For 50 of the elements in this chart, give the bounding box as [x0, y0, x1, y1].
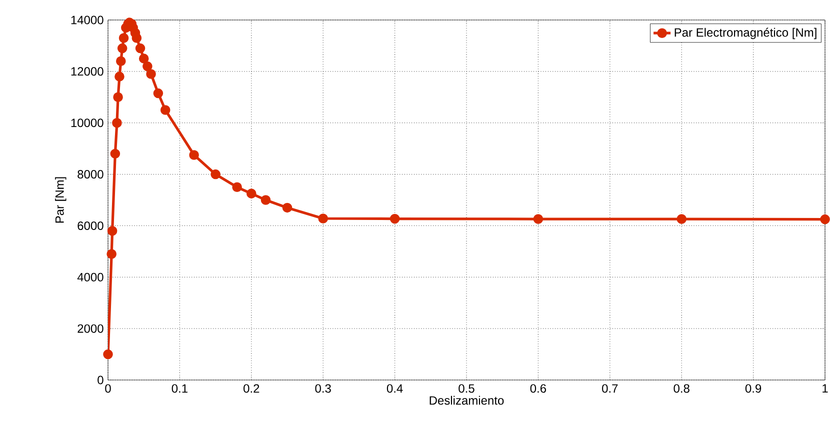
point [116, 56, 126, 66]
y-tick-label: 2000 [78, 324, 104, 333]
point [820, 214, 830, 224]
x-axis-title: Deslizamiento [430, 396, 504, 405]
point [107, 226, 118, 236]
point [103, 349, 113, 360]
point [246, 188, 256, 198]
legend-label: Par Electromagnético [Nm] [674, 28, 816, 40]
point [117, 43, 128, 54]
point [106, 249, 116, 259]
x-tick-label: 0.6 [530, 384, 546, 393]
point [318, 214, 328, 224]
y-axis-title: Par [Nm] [55, 177, 66, 223]
point [260, 195, 271, 205]
y-tick-label: 14000 [71, 16, 104, 24]
point [142, 61, 152, 72]
y-tick-label: 6000 [78, 221, 104, 230]
x-tick-label: 0.7 [602, 384, 618, 393]
point [114, 72, 124, 82]
point [112, 118, 122, 128]
point [282, 202, 292, 213]
x-tick-label: 0.5 [458, 384, 474, 393]
x-tick-label: 0.1 [172, 384, 188, 393]
point [189, 150, 199, 160]
point [132, 33, 142, 43]
x-tick-label: 0.9 [745, 384, 762, 393]
y-tick-label: 0 [98, 376, 104, 384]
point [146, 69, 156, 79]
x-tick-label: 0.2 [244, 384, 260, 393]
point [533, 214, 544, 224]
point [135, 43, 146, 54]
point [110, 148, 120, 159]
point [390, 214, 400, 224]
x-tick-label: 0.3 [315, 384, 331, 393]
point [153, 88, 164, 98]
point [113, 92, 123, 102]
y-tick-label: 12000 [71, 67, 104, 76]
x-tick-label: 1 [822, 384, 828, 392]
x-tick-label: 0.4 [386, 384, 403, 393]
x-tick-label: 0 [105, 384, 111, 393]
y-tick-label: 10000 [71, 118, 104, 128]
point [160, 105, 170, 115]
point [118, 33, 129, 43]
point [210, 169, 220, 180]
y-tick-label: 8000 [78, 170, 104, 179]
point [676, 214, 687, 224]
point [138, 54, 149, 64]
x-tick-label: 0.8 [674, 384, 690, 393]
y-tick-label: 4000 [77, 272, 104, 282]
point [232, 182, 242, 192]
